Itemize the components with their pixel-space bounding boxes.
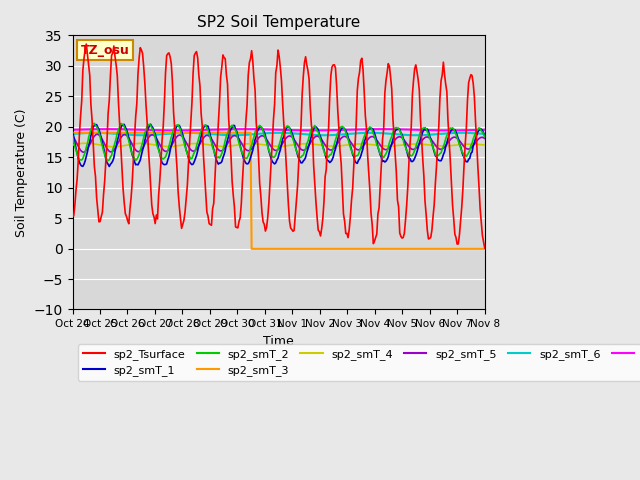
- X-axis label: Time: Time: [263, 335, 294, 348]
- Legend: sp2_Tsurface, sp2_smT_1, sp2_smT_2, sp2_smT_3, sp2_smT_4, sp2_smT_5, sp2_smT_6, : sp2_Tsurface, sp2_smT_1, sp2_smT_2, sp2_…: [78, 345, 640, 381]
- Text: TZ_osu: TZ_osu: [81, 44, 129, 57]
- Y-axis label: Soil Temperature (C): Soil Temperature (C): [15, 108, 28, 237]
- Title: SP2 Soil Temperature: SP2 Soil Temperature: [197, 15, 360, 30]
